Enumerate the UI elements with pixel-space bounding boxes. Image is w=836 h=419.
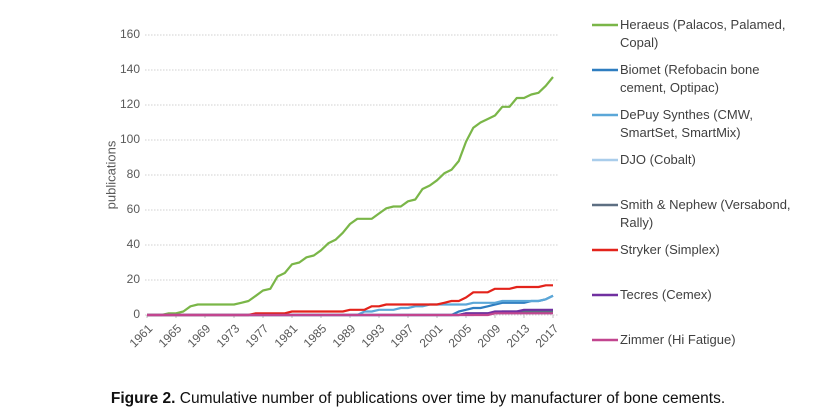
y-tick-label: 20 bbox=[127, 272, 141, 286]
x-tick-label: 2005 bbox=[446, 321, 475, 350]
x-tick-label: 2017 bbox=[533, 321, 562, 350]
y-tick-label: 60 bbox=[127, 202, 141, 216]
legend-entry: Tecres (Cemex) bbox=[620, 287, 712, 302]
caption-label: Figure 2. bbox=[110, 390, 176, 407]
y-tick-label: 100 bbox=[120, 132, 140, 146]
x-tick-label: 1973 bbox=[214, 321, 243, 350]
series-line bbox=[147, 312, 553, 317]
y-tick-label: 40 bbox=[127, 237, 141, 251]
y-axis-label: publications bbox=[103, 140, 118, 209]
x-tick-label: 1961 bbox=[127, 321, 156, 350]
x-tick-label: 1969 bbox=[185, 321, 214, 350]
legend-entry: Smith & Nephew (Versabond, Rally) bbox=[620, 197, 791, 230]
legend-entry: DePuy Synthes (CMW, SmartSet, SmartMix) bbox=[620, 107, 753, 140]
x-tick-label: 1965 bbox=[156, 321, 185, 350]
y-tick-label: 120 bbox=[120, 97, 140, 111]
y-tick-label: 140 bbox=[120, 62, 140, 76]
legend-entry: Biomet (Refobacin bone cement, Optipac) bbox=[620, 62, 760, 95]
x-tick-label: 1993 bbox=[359, 321, 388, 350]
y-tick-label: 80 bbox=[127, 167, 141, 181]
legend-entry: Stryker (Simplex) bbox=[620, 242, 720, 257]
legend-entry: Zimmer (Hi Fatigue) bbox=[620, 332, 736, 347]
x-tick-label: 2013 bbox=[504, 321, 533, 350]
caption: Figure 2. Cumulative number of publicati… bbox=[0, 390, 836, 408]
x-tick-label: 1985 bbox=[301, 321, 330, 350]
x-tick-label: 2009 bbox=[475, 321, 504, 350]
legend-entry: DJO (Cobalt) bbox=[620, 152, 696, 167]
legend-entry: Heraeus (Palacos, Palamed, Copal) bbox=[620, 17, 786, 50]
x-tick-label: 1997 bbox=[388, 321, 417, 350]
y-tick-label: 160 bbox=[120, 27, 140, 41]
x-tick-label: 1989 bbox=[330, 321, 359, 350]
y-tick-label: 0 bbox=[133, 307, 140, 321]
x-tick-label: 1977 bbox=[243, 321, 272, 350]
caption-text: Cumulative number of publications over t… bbox=[179, 390, 726, 407]
series-line bbox=[147, 76, 554, 317]
x-tick-label: 1981 bbox=[272, 321, 301, 350]
series-line bbox=[147, 284, 553, 317]
x-tick-label: 2001 bbox=[417, 321, 446, 350]
